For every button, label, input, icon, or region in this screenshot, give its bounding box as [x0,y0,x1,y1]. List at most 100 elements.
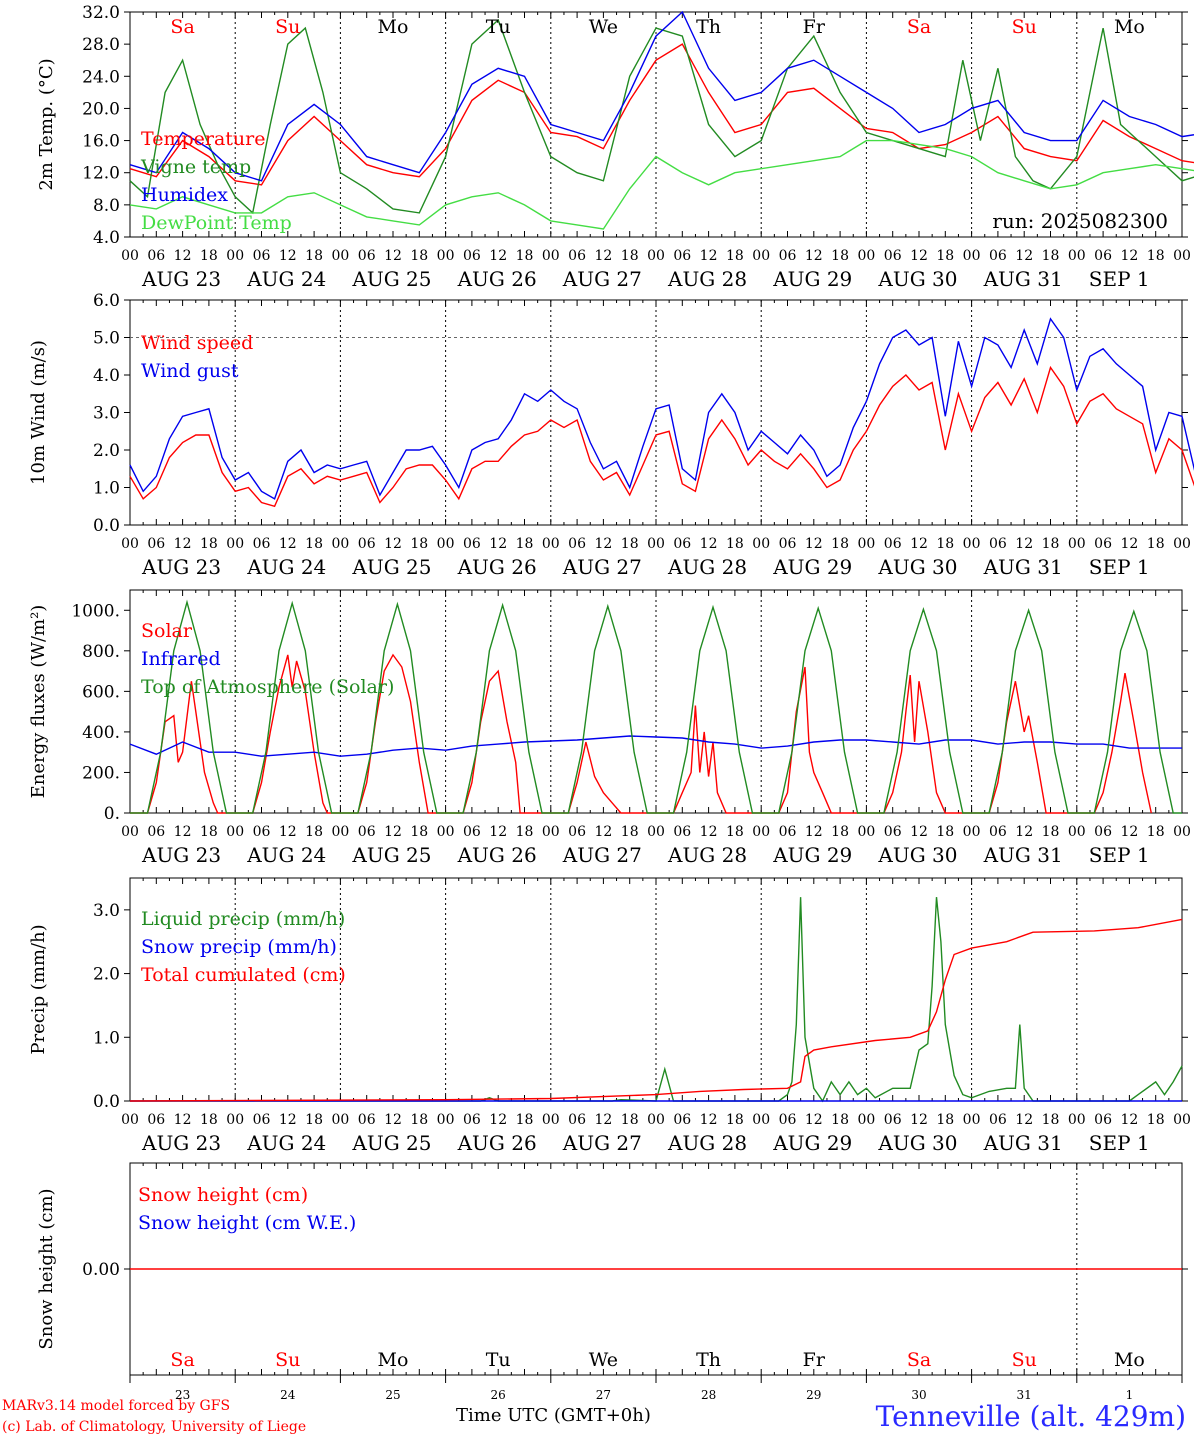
hour-label: 06 [989,248,1007,264]
hour-label: 18 [516,1112,534,1128]
hour-label: 00 [437,824,455,840]
series-dewpoint-temp [129,139,1194,230]
hour-label: 18 [831,824,849,840]
hour-label: 00 [963,824,981,840]
hour-label: 18 [1042,824,1060,840]
hour-label: 18 [200,536,218,552]
copyright-credit: (c) Lab. of Climatology, University of L… [2,1419,307,1435]
hour-label: 06 [1094,536,1112,552]
date-label: SEP 1 [1089,1131,1150,1155]
hour-label: 00 [226,824,244,840]
hour-label: 00 [437,1112,455,1128]
hour-label: 00 [647,1112,665,1128]
day-number: 26 [491,1388,506,1402]
hour-label: 06 [779,248,797,264]
hour-label: 06 [989,824,1007,840]
run-label: run: 2025082300 [992,209,1168,233]
hour-label: 18 [831,248,849,264]
hour-label: 12 [174,1112,192,1128]
y-tick-label: 3.0 [93,404,120,424]
hour-label: 06 [358,536,376,552]
hour-label: 00 [1173,536,1191,552]
station-name: Tenneville (alt. 429m) [875,1400,1186,1433]
y-axis-label: Snow height (cm) [36,1188,57,1349]
hour-label: 06 [779,824,797,840]
panel-4: Precip (mm/h) [28,877,1188,1103]
hour-label: 12 [805,248,823,264]
hour-label: 18 [831,536,849,552]
y-tick-label: 200. [82,763,120,783]
date-label: AUG 23 [141,555,221,579]
hour-label: 00 [121,824,139,840]
hour-label: 12 [1120,824,1138,840]
hour-label: 06 [1094,248,1112,264]
hour-label: 18 [410,248,428,264]
date-label: AUG 29 [772,267,852,291]
y-tick-label: 6.0 [93,291,120,311]
hour-label: 06 [253,536,271,552]
hour-label: 06 [253,1112,271,1128]
hour-label: 12 [489,824,507,840]
weekday-label: Th [696,16,721,38]
hour-label: 18 [936,248,954,264]
legend-entry: Wind speed [141,332,253,354]
hour-label: 06 [463,248,481,264]
hour-label: 06 [884,536,902,552]
hour-label: 18 [1147,1112,1165,1128]
hour-label: 18 [1147,248,1165,264]
date-label: SEP 1 [1089,843,1150,867]
series-infrared [129,735,1182,757]
hour-label: 18 [305,1112,323,1128]
hour-label: 06 [463,1112,481,1128]
weekday-label: Tu [486,16,511,38]
hour-label: 00 [437,536,455,552]
weekday-label: We [589,16,618,38]
hour-label: 00 [226,1112,244,1128]
panel-3: Energy fluxes (W/m²) [28,589,1188,814]
y-tick-label: 1.0 [93,479,120,499]
hour-label: 18 [726,824,744,840]
y-axis-label: Precip (mm/h) [28,924,49,1054]
hour-label: 00 [121,248,139,264]
hour-label: 00 [647,248,665,264]
y-tick-label: 1000. [71,601,120,621]
date-label: AUG 24 [246,1131,326,1155]
day-number: 25 [385,1388,400,1402]
date-label: AUG 25 [351,1131,431,1155]
hour-label: 18 [1147,536,1165,552]
hour-label: 12 [384,248,402,264]
hour-label: 00 [752,248,770,264]
date-label: AUG 27 [562,843,642,867]
day-number: 29 [806,1388,821,1402]
hour-label: 12 [489,1112,507,1128]
hour-label: 00 [963,248,981,264]
hour-label: 00 [1173,1112,1191,1128]
hour-label: 18 [726,248,744,264]
hour-label: 00 [1068,824,1086,840]
day-number: 31 [1017,1388,1032,1402]
hour-label: 18 [305,248,323,264]
hour-label: 12 [700,1112,718,1128]
hour-label: 00 [647,824,665,840]
hour-label: 06 [147,824,165,840]
weekday-label: Sa [170,16,194,38]
hour-label: 06 [358,1112,376,1128]
hour-label: 12 [279,536,297,552]
hour-label: 12 [1015,248,1033,264]
hour-label: 06 [989,1112,1007,1128]
hour-label: 12 [805,536,823,552]
date-label: SEP 1 [1089,267,1150,291]
date-label: AUG 30 [877,555,957,579]
hour-label: 00 [963,536,981,552]
hour-label: 00 [1173,824,1191,840]
date-label: AUG 31 [983,555,1063,579]
weekday-label: We [589,1349,618,1371]
y-tick-label: 20.0 [82,99,120,119]
y-tick-label: 400. [82,723,120,743]
date-label: AUG 31 [983,267,1063,291]
legend-entry: Infrared [141,648,221,670]
day-number: 23 [175,1388,190,1402]
y-tick-label: 28.0 [82,35,120,55]
hour-label: 00 [542,1112,560,1128]
y-tick-label: 2.0 [93,441,120,461]
